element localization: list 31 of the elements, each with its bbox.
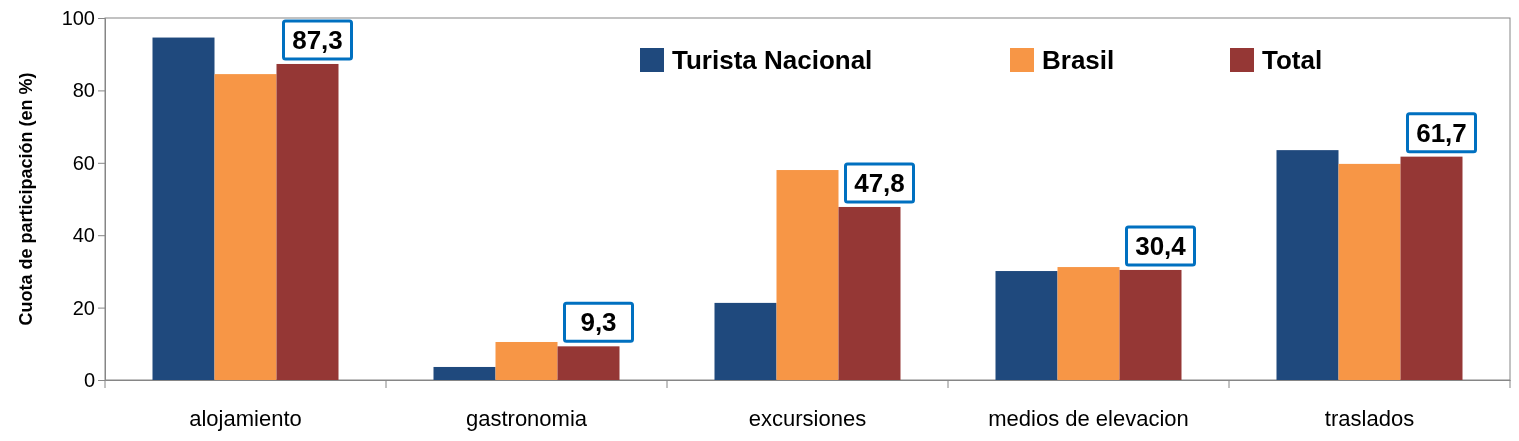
y-tick-label: 20 — [72, 296, 95, 319]
data-label: 47,8 — [854, 167, 905, 198]
data-label: 87,3 — [292, 24, 343, 55]
legend-label: Turista Nacional — [672, 45, 873, 75]
data-label: 61,7 — [1416, 117, 1467, 148]
x-tick-label: alojamiento — [189, 405, 302, 431]
y-tick-label: 80 — [72, 79, 95, 102]
bar — [1057, 267, 1120, 380]
data-label: 30,4 — [1135, 230, 1187, 261]
x-tick-label: excursiones — [748, 405, 867, 431]
legend-label: Total — [1262, 45, 1323, 75]
y-axis-title: Cuota de participación (en %) — [16, 72, 36, 326]
bar — [714, 302, 777, 380]
bar — [214, 74, 277, 380]
bar — [1276, 150, 1339, 380]
legend-label: Brasil — [1042, 45, 1115, 75]
x-tick-label: medios de elevacion — [988, 405, 1189, 431]
y-tick-label: 60 — [72, 151, 95, 174]
bar — [776, 170, 839, 380]
bar — [495, 341, 558, 380]
y-tick-label: 40 — [72, 224, 95, 247]
bar — [557, 346, 620, 380]
x-tick-label: gastronomia — [465, 405, 588, 431]
data-label: 9,3 — [580, 307, 617, 338]
bar — [433, 366, 496, 380]
y-tick-label: 100 — [61, 6, 95, 29]
bar — [1338, 163, 1401, 380]
x-tick-label: traslados — [1324, 405, 1415, 431]
y-tick-label: 0 — [83, 368, 95, 391]
bar — [995, 271, 1058, 380]
bar — [152, 37, 215, 380]
